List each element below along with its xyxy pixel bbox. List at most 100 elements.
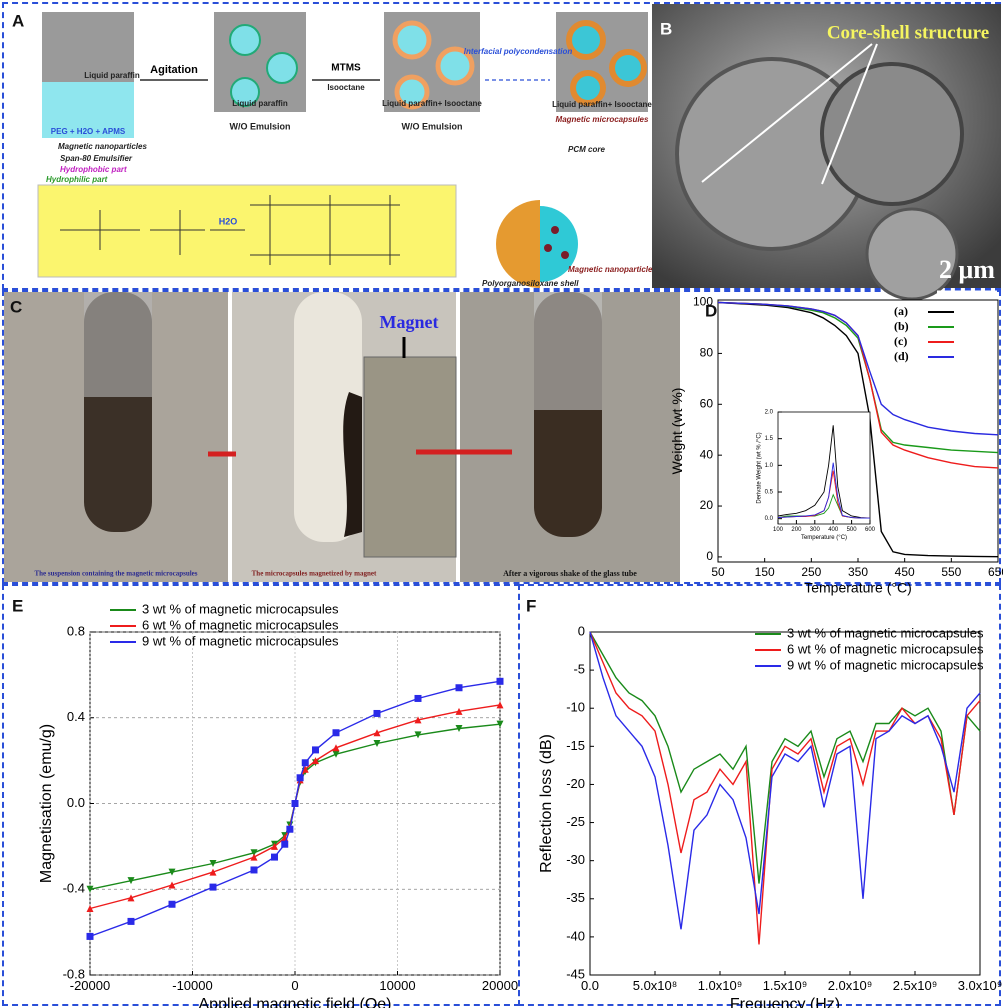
magnet-block (363, 356, 457, 558)
y-tick-label: 0.0 (765, 516, 774, 522)
marker (414, 694, 422, 702)
marker (332, 750, 340, 758)
y-tick-label: 100 (693, 295, 713, 309)
label: Interfacial polycondensation (464, 47, 573, 56)
y-tick-label: -45 (566, 966, 585, 981)
y-tick-label: 0.8 (67, 623, 85, 638)
panel-label: B (660, 19, 672, 38)
reaction-box (37, 184, 457, 278)
x-axis-label: Temperature (°C) (804, 580, 912, 596)
sphere (820, 62, 964, 206)
frame (518, 584, 1001, 1006)
x-tick-label: -10000 (172, 978, 212, 993)
marker (312, 746, 319, 754)
marker (127, 894, 135, 902)
marker (373, 709, 381, 717)
droplets (229, 20, 647, 110)
y-tick-label: -35 (566, 890, 585, 905)
label: Hydrophobic part (60, 165, 127, 174)
y-tick-label: -20 (566, 776, 585, 791)
formula (60, 195, 400, 265)
x-tick-label: 50 (711, 565, 725, 579)
label: Magnetic nanoparticles (58, 142, 147, 151)
tube (294, 292, 362, 542)
panel-e: E -0.8 -0.4 0.0 0.4 0.8 -20000 -10000 0 10000 200… (12, 596, 518, 1008)
marker (209, 883, 217, 891)
legend-label: 3 wt % of magnetic microcapsules (787, 625, 984, 640)
y-axis-label: Reflection loss (dB) (538, 734, 555, 873)
plot-frame (589, 631, 981, 976)
series-line (717, 301, 999, 436)
marker (414, 731, 422, 739)
label: MTMS (331, 63, 361, 74)
marker (496, 701, 504, 709)
panel-b: B Core-shell structure 2 μm (652, 4, 1001, 301)
label: PEG + H2O + APMS (51, 127, 126, 136)
marker (250, 849, 258, 857)
y-tick-label: -0.8 (63, 966, 85, 981)
marker (301, 759, 309, 767)
marker (271, 853, 278, 861)
label: Magnet (380, 312, 439, 332)
panel-label: D (705, 301, 717, 320)
label: Polyorganosiloxane shell (482, 279, 579, 288)
marker (455, 724, 463, 732)
legend-label: 9 wt % of magnetic microcapsules (142, 633, 339, 648)
y-tick-label: -25 (566, 814, 585, 829)
marker (496, 677, 504, 685)
label: Hydrophilic part (46, 175, 108, 184)
y-tick-label: 20 (700, 498, 714, 512)
capsule (496, 200, 540, 288)
label: Liquid paraffin+ Isooctane (382, 99, 482, 108)
y-tick-label: 0.0 (67, 795, 85, 810)
arrow (701, 43, 873, 183)
marker (250, 853, 258, 861)
y-tick-label: -40 (566, 928, 585, 943)
x-tick-label: 2.0x10⁹ (828, 978, 873, 993)
particle (561, 251, 569, 259)
marker (86, 905, 94, 913)
marker (168, 900, 176, 908)
x-tick-label: 250 (801, 565, 821, 579)
x-tick-label: 400 (828, 527, 839, 533)
marker (312, 757, 319, 765)
label: Magnetic nanoparticles (568, 265, 657, 274)
series-line (589, 631, 981, 930)
marker (296, 774, 304, 782)
x-tick-label: 150 (755, 565, 775, 579)
x-axis-label: Applied magnetic field (Oe) (199, 996, 392, 1008)
plot-frame (777, 411, 871, 525)
x-tick-label: 300 (810, 527, 821, 533)
x-tick-label: 550 (941, 565, 961, 579)
y-tick-label: 0 (706, 549, 713, 563)
marker (301, 765, 309, 773)
y-tick-label: 80 (700, 346, 714, 360)
panel-label: E (12, 596, 23, 615)
legend-label: 6 wt % of magnetic microcapsules (787, 641, 984, 656)
y-tick-label: -0.4 (63, 881, 85, 896)
label: W/O Emulsion (229, 121, 290, 131)
marker (373, 739, 381, 747)
marker (168, 881, 176, 889)
scale-label: 2 μm (939, 255, 995, 284)
y-axis-label: Weight (wt %) (669, 388, 685, 475)
sludge (343, 392, 362, 537)
series-line (777, 462, 870, 519)
y-tick-label: 1.0 (765, 463, 774, 469)
label: W/O Emulsion (401, 121, 462, 131)
x-tick-label: 1.0x10⁹ (698, 978, 743, 993)
panel-label: A (12, 11, 24, 30)
x-tick-label: 10000 (379, 978, 415, 993)
marker (209, 868, 217, 876)
marker (127, 917, 135, 925)
y-tick-label: 40 (700, 447, 714, 461)
legend-label: (c) (894, 334, 907, 348)
y-tick-label: -15 (566, 738, 585, 753)
label: Isooctane (327, 83, 365, 92)
x-tick-label: 650 (988, 565, 1003, 579)
marker (414, 716, 422, 724)
x-tick-label: 1.5x10⁹ (763, 978, 808, 993)
particle (551, 226, 559, 234)
sphere (865, 207, 959, 301)
